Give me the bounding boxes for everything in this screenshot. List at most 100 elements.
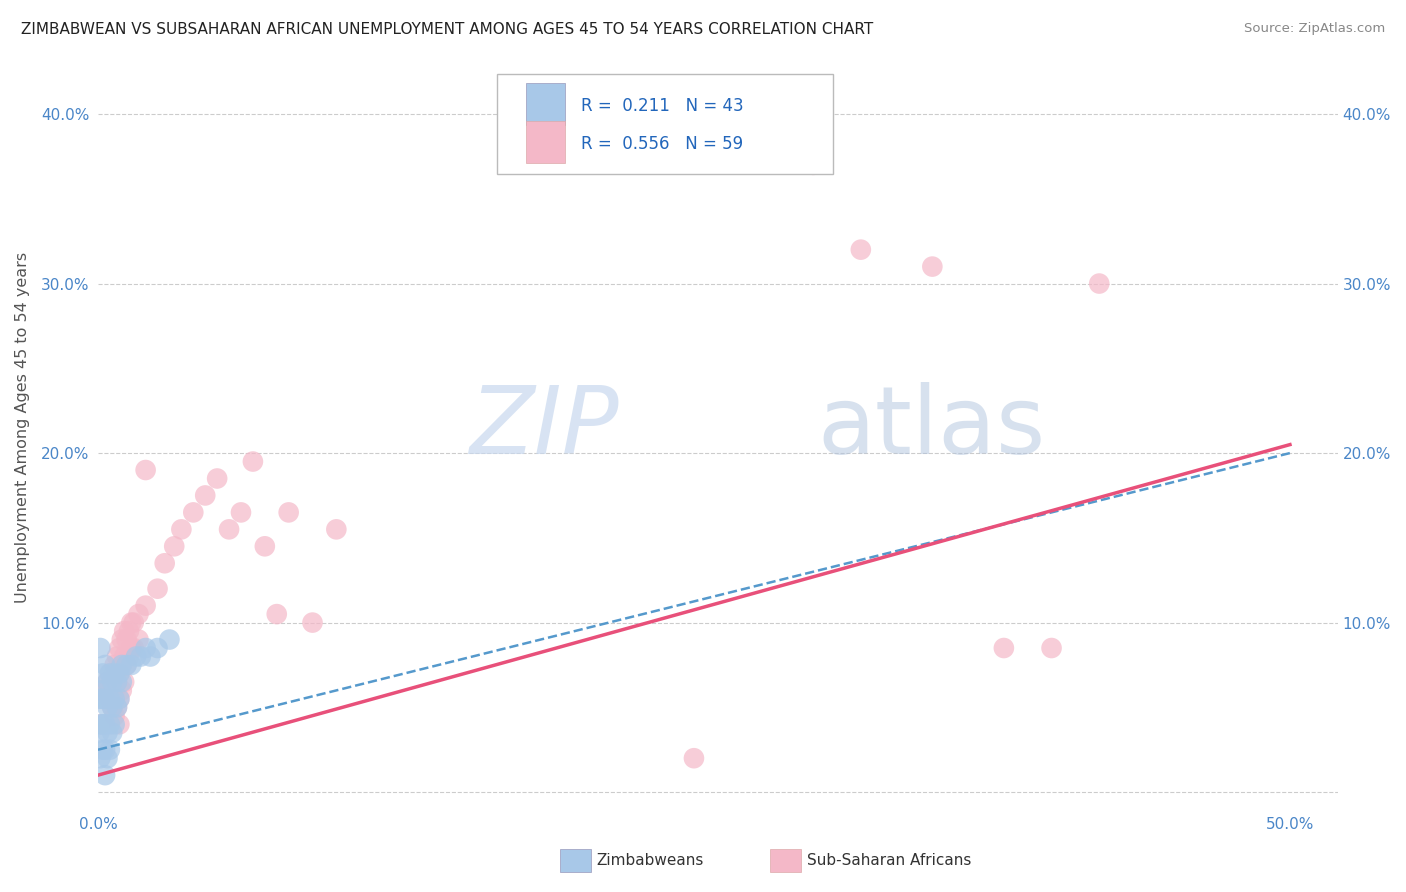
Point [94,691,117,706]
Point [277,505,299,519]
Text: Source: ZipAtlas.com: Source: ZipAtlas.com [1244,22,1385,36]
Point [98,743,121,757]
Point [112,624,135,638]
Point [159,632,181,647]
Point [104,657,127,672]
Point [253,539,276,553]
Point [91,691,114,706]
Point [112,674,135,689]
Point [1040,640,1063,655]
Point [115,632,138,647]
Point [108,666,131,681]
Point [194,488,217,502]
Point [127,607,149,621]
Text: ZIP: ZIP [470,382,619,473]
Point [96,751,118,765]
Point [218,522,240,536]
Point [98,666,121,681]
Point [111,674,134,689]
Point [96,674,118,689]
Point [108,640,131,655]
Point [89,717,111,731]
Point [94,683,117,698]
Point [98,717,121,731]
Point [89,640,111,655]
Point [120,615,142,630]
Point [129,649,152,664]
Point [105,700,128,714]
Point [105,649,128,664]
Point [104,691,127,706]
Point [89,726,111,740]
Point [98,691,121,706]
Point [146,582,169,596]
Point [96,726,118,740]
Point [91,717,114,731]
Point [89,691,111,706]
Point [89,683,111,698]
Point [89,751,111,765]
Point [242,454,264,468]
Text: Zimbabweans: Zimbabweans [596,853,703,868]
Point [91,666,114,681]
Point [105,700,128,714]
Point [94,768,117,782]
Point [135,599,157,613]
Point [89,683,111,698]
Text: Sub-Saharan Africans: Sub-Saharan Africans [807,853,972,868]
Point [111,632,134,647]
Point [94,657,117,672]
Point [101,674,124,689]
Point [96,674,118,689]
Point [98,691,121,706]
Text: atlas: atlas [817,382,1045,474]
Point [115,657,138,672]
Point [108,717,131,731]
Text: ZIMBABWEAN VS SUBSAHARAN AFRICAN UNEMPLOYMENT AMONG AGES 45 TO 54 YEARS CORRELAT: ZIMBABWEAN VS SUBSAHARAN AFRICAN UNEMPLO… [21,22,873,37]
Point [921,260,943,274]
Point [105,674,128,689]
Point [91,743,114,757]
Y-axis label: Unemployment Among Ages 45 to 54 years: Unemployment Among Ages 45 to 54 years [15,252,30,603]
Point [96,700,118,714]
Bar [526,83,565,125]
Point [94,743,117,757]
Point [89,717,111,731]
Point [146,640,169,655]
Point [122,615,145,630]
Point [135,463,157,477]
Point [153,556,176,570]
Point [98,666,121,681]
Point [1088,277,1111,291]
Point [101,700,124,714]
Point [104,717,127,731]
Point [139,649,162,664]
Point [104,708,127,723]
Point [122,640,145,655]
Point [94,717,117,731]
Text: R =  0.556   N = 59: R = 0.556 N = 59 [582,135,744,153]
Point [111,683,134,698]
Point [105,674,128,689]
Point [101,674,124,689]
Point [683,751,706,765]
Bar [526,121,565,163]
Point [108,666,131,681]
Point [111,657,134,672]
Point [101,726,124,740]
Point [301,615,323,630]
Point [163,539,186,553]
Point [104,683,127,698]
Point [170,522,193,536]
Point [229,505,252,519]
Point [135,640,157,655]
Point [108,691,131,706]
Text: R =  0.211   N = 43: R = 0.211 N = 43 [582,96,744,115]
Point [125,649,148,664]
Point [849,243,872,257]
Point [181,505,204,519]
Point [801,158,824,172]
Point [111,657,134,672]
Point [120,657,142,672]
Point [120,640,142,655]
